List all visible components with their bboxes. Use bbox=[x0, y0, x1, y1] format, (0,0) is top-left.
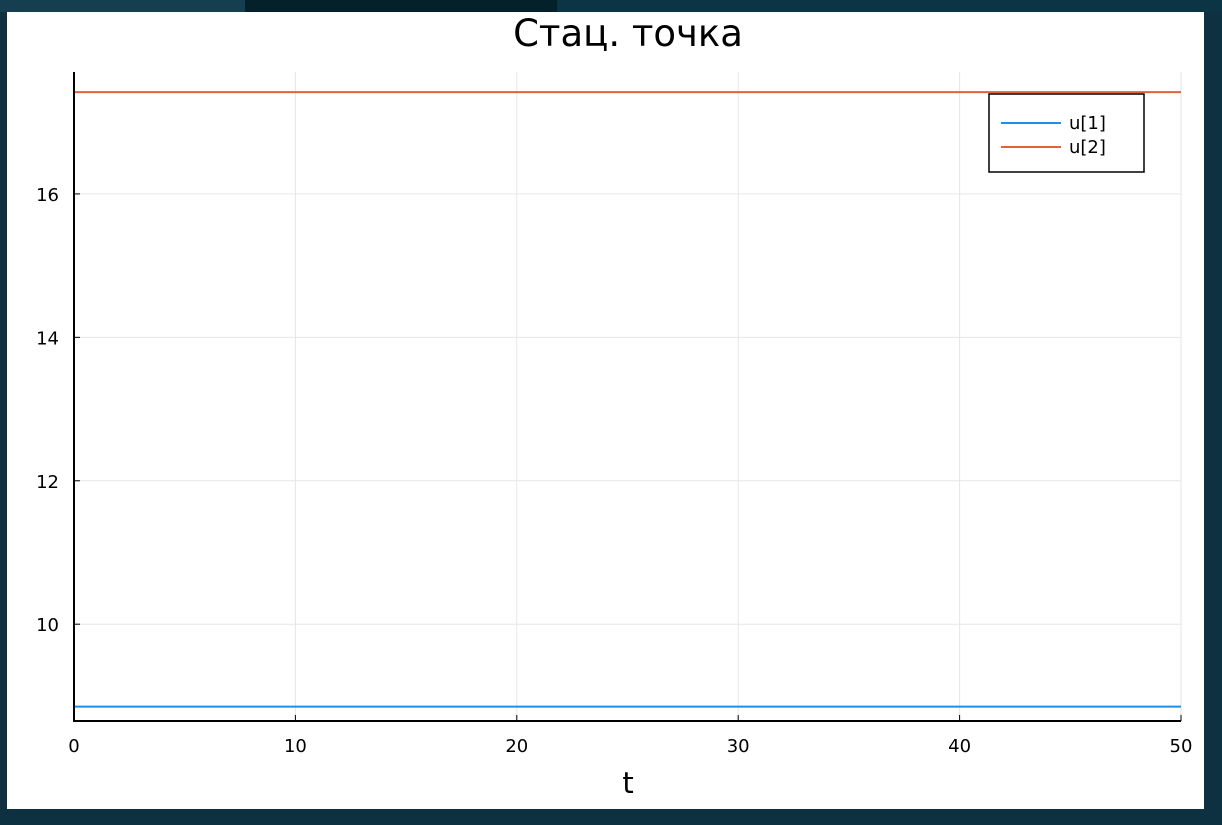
y-tick-label: 16 bbox=[36, 185, 59, 206]
x-axis-label: t bbox=[622, 766, 633, 800]
x-tick-label: 20 bbox=[505, 736, 528, 757]
axes: 0 10 20 30 40 50 10 12 14 16 bbox=[36, 72, 1192, 757]
y-tick-label: 14 bbox=[36, 328, 59, 349]
chart-title: Стац. точка bbox=[513, 12, 743, 55]
x-tick-label: 0 bbox=[68, 736, 79, 757]
x-tick-label: 10 bbox=[284, 736, 307, 757]
legend-label-2: u[2] bbox=[1069, 137, 1106, 158]
grid bbox=[74, 72, 1182, 721]
y-tick-label: 12 bbox=[36, 472, 59, 493]
series-lines bbox=[74, 91, 1181, 708]
legend-box bbox=[988, 93, 1145, 173]
y-tick-label: 10 bbox=[36, 615, 59, 636]
legend-label-1: u[1] bbox=[1069, 113, 1106, 134]
x-tick-label: 40 bbox=[948, 736, 971, 757]
plot-frame: Стац. точка 0 10 20 30 40 50 10 12 14 16 t u[1] u[… bbox=[7, 12, 1204, 809]
window-top-bar-tab bbox=[245, 0, 557, 12]
x-tick-label: 30 bbox=[727, 736, 750, 757]
legend: u[1] u[2] bbox=[988, 93, 1145, 173]
window-top-bar-left bbox=[0, 0, 245, 12]
x-tick-label: 50 bbox=[1170, 736, 1193, 757]
window-top-bar-right bbox=[557, 0, 1222, 12]
